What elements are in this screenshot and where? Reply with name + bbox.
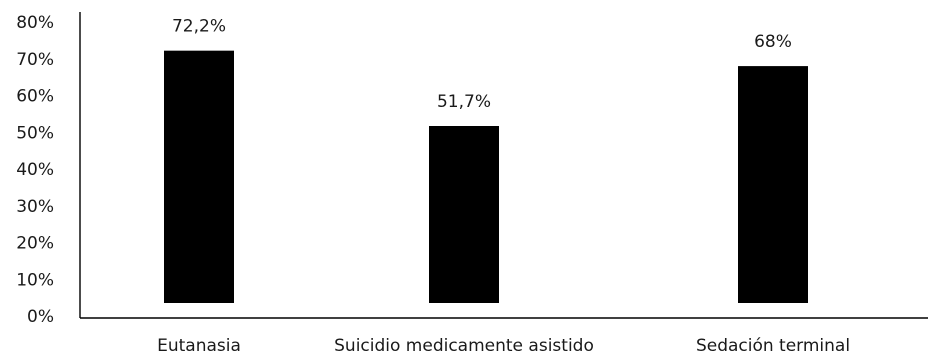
- bar: [738, 66, 808, 303]
- y-tick-label: 40%: [16, 160, 54, 180]
- data-labels: 72,2% 51,7% 68%: [172, 17, 792, 112]
- y-axis-ticks: 0% 10% 20% 30% 40% 50% 60% 70% 80%: [16, 13, 54, 327]
- category-labels: Eutanasia Suicidio medicamente asistido Se…: [157, 336, 850, 355]
- y-tick-label: 0%: [27, 307, 54, 327]
- bars: [164, 50, 808, 303]
- y-tick-label: 30%: [16, 197, 54, 217]
- bar-value-label: 68%: [754, 32, 792, 52]
- bar: [429, 126, 499, 303]
- y-tick-label: 60%: [16, 87, 54, 107]
- y-tick-label: 80%: [16, 13, 54, 33]
- bar-value-label: 72,2%: [172, 17, 226, 37]
- category-label: Eutanasia: [157, 336, 241, 355]
- category-label: Suicidio medicamente asistido: [334, 336, 594, 355]
- y-tick-label: 70%: [16, 50, 54, 70]
- y-tick-label: 10%: [16, 270, 54, 290]
- bar: [164, 50, 234, 303]
- y-tick-label: 20%: [16, 234, 54, 254]
- bar-value-label: 51,7%: [437, 92, 491, 112]
- category-label: Sedación terminal: [696, 336, 850, 355]
- y-tick-label: 50%: [16, 123, 54, 143]
